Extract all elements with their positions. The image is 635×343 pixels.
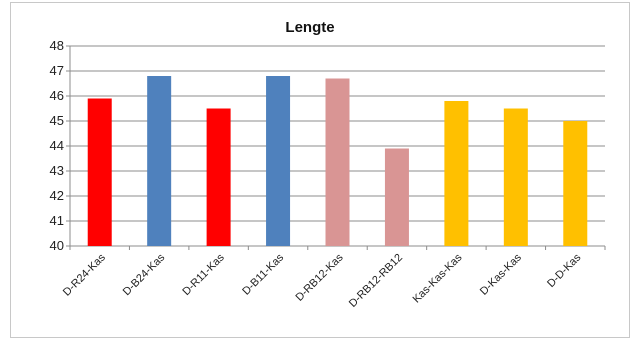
bars	[87, 76, 588, 246]
x-tick-label: D-RB12-RB12	[347, 252, 405, 310]
y-tick-label: 44	[50, 138, 64, 153]
bar	[384, 148, 409, 246]
y-tick-label: 47	[50, 63, 64, 78]
chart-title: Lengte	[285, 19, 334, 36]
x-tick-labels: D-R24-Kas D-B24-Kas D-R11-Kas D-B11-Kas D-RB…	[61, 251, 584, 310]
y-tick-label: 42	[50, 188, 64, 203]
x-tick-label: D-R11-Kas	[180, 251, 227, 298]
x-tick-label: D-R24-Kas	[61, 251, 108, 298]
x-tick-label: D-B24-Kas	[121, 251, 168, 298]
bar	[444, 101, 469, 246]
y-tick-label: 43	[50, 163, 64, 178]
y-tick-label: 41	[50, 213, 64, 228]
x-tick-label: D-D-Kas	[545, 251, 584, 290]
y-tick-label: 45	[50, 113, 64, 128]
bar	[563, 121, 588, 246]
bar	[325, 78, 350, 246]
x-tick-label: D-Kas-Kas	[478, 251, 524, 297]
y-tick-label: 46	[50, 88, 64, 103]
x-tick-label: D-B11-Kas	[240, 251, 286, 297]
bar	[147, 76, 172, 246]
x-tick-label: Kas-Kas-Kas	[411, 251, 465, 305]
x-tick-label: D-RB12-Kas	[293, 251, 345, 303]
y-tick-label: 48	[50, 38, 64, 53]
bar	[266, 76, 291, 246]
bar	[503, 108, 528, 246]
y-tick-label: 40	[50, 238, 64, 253]
y-tick-labels: 40 41 42 43 44 45 46 47 48	[50, 38, 64, 253]
bar	[206, 108, 231, 246]
bar	[87, 98, 112, 246]
